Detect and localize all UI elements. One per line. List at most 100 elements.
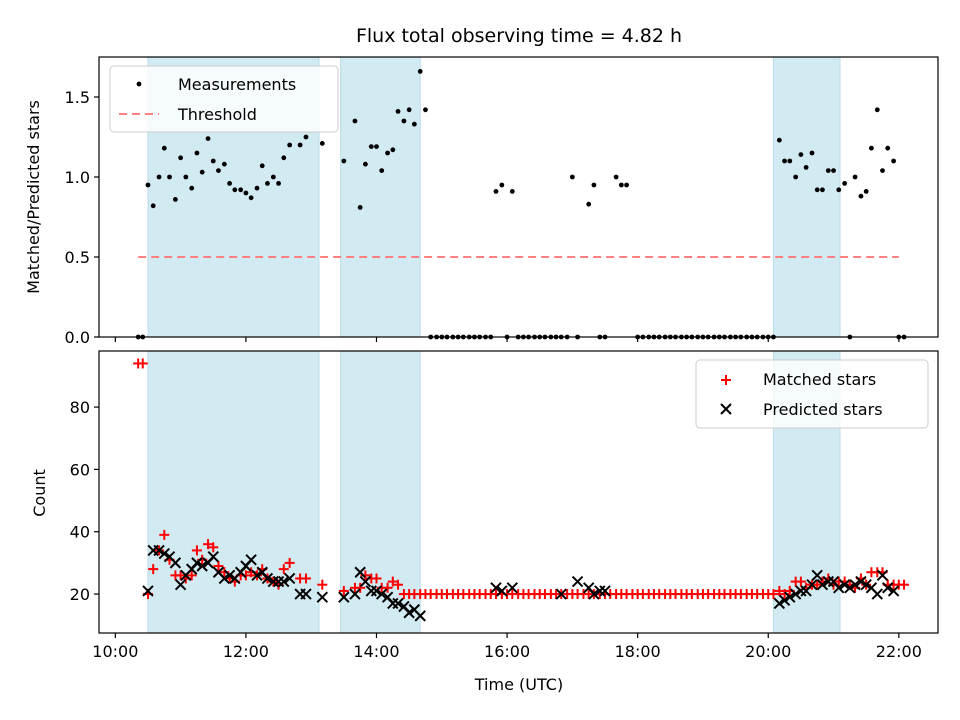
measurement-point-28: [287, 142, 293, 148]
measurement-point-37: [374, 144, 379, 150]
measurement-point-59: [493, 189, 499, 194]
x-tick-label: 10:00: [92, 642, 138, 661]
predicted-star-point-71: [871, 588, 883, 600]
legend-matched-label: Matched stars: [763, 370, 876, 389]
predicted-star-point-23: [267, 575, 280, 588]
measurement-point-118: [831, 168, 836, 174]
measurement-point-117: [825, 168, 831, 174]
matched-star-point-134: [899, 579, 910, 590]
bottom-y-tick-label: 20: [70, 585, 90, 604]
predicted-star-point-61: [816, 578, 829, 591]
measurement-point-36: [368, 144, 374, 150]
predicted-star-point-9: [191, 557, 203, 569]
measurement-point-10: [189, 185, 195, 191]
measurement-point-14: [210, 158, 216, 164]
predicted-star-point-15: [223, 569, 236, 582]
matched-star-point-3: [148, 564, 159, 575]
measurement-point-113: [803, 165, 809, 170]
measurement-point-15: [216, 168, 221, 174]
predicted-star-point-0: [142, 585, 154, 597]
top-legend-box: [109, 65, 339, 133]
predicted-star-point-12: [207, 550, 219, 563]
measurement-point-8: [178, 155, 184, 161]
predicted-star-point-10: [196, 560, 208, 572]
predicted-star-point-14: [218, 572, 231, 585]
top-y-tick-label: 1.5: [65, 88, 90, 107]
predicted-star-point-38: [387, 597, 399, 610]
measurement-point-30: [303, 134, 309, 140]
predicted-star-point-44: [490, 582, 502, 594]
predicted-star-point-6: [174, 578, 187, 591]
matched-star-point-110: [768, 589, 779, 600]
measurement-point-3: [150, 203, 156, 209]
measurement-point-33: [352, 118, 358, 124]
predicted-star-point-62: [822, 575, 835, 588]
predicted-star-point-22: [261, 572, 274, 585]
predicted-star-point-57: [795, 585, 807, 597]
predicted-star-point-26: [283, 572, 296, 585]
matched-star-point-37: [371, 573, 382, 584]
measurement-point-27: [281, 155, 287, 161]
bottom-legend-box: [695, 359, 929, 429]
predicted-star-point-52: [599, 585, 611, 597]
x-tick-label: 16:00: [484, 642, 530, 661]
predicted-star-point-43: [414, 610, 426, 622]
bottom-panel: 10:00 12:00 14:00 16:00 18:00 20:00 22:00 20 40 6…: [30, 350, 939, 661]
predicted-star-point-39: [392, 597, 404, 610]
measurement-point-129: [891, 158, 897, 164]
predicted-star-point-32: [354, 566, 366, 578]
matched-star-point-118: [812, 579, 823, 590]
bottom-y-tick-label: 40: [70, 523, 90, 542]
bottom-legend: Matched stars Predicted stars: [695, 359, 929, 429]
measurement-point-110: [787, 158, 793, 164]
measurement-point-76: [591, 182, 597, 188]
predicted-star-point-46: [506, 582, 519, 594]
predicted-star-point-24: [272, 575, 285, 588]
measurement-point-16: [221, 161, 227, 167]
measurement-point-109: [782, 158, 787, 164]
predicted-star-point-74: [887, 585, 900, 597]
top-y-axis-label: Matched/Predicted stars: [24, 100, 43, 294]
predicted-star-point-56: [789, 588, 802, 600]
x-tick-label: 18:00: [615, 642, 661, 661]
matched-stars-points: [133, 358, 910, 600]
measurement-point-125: [869, 145, 874, 151]
measurement-point-31: [319, 141, 325, 146]
predicted-star-point-53: [773, 597, 786, 610]
top-y-tick-label: 0.5: [65, 248, 90, 267]
predicted-star-point-20: [251, 569, 263, 582]
bottom-frame: [98, 350, 939, 634]
top-legend: Measurements Threshold: [109, 65, 339, 133]
measurement-point-22: [254, 185, 260, 191]
measurement-point-9: [183, 174, 189, 180]
top-y-tick-label: 1.0: [65, 168, 90, 187]
predicted-star-point-48: [571, 575, 584, 588]
predicted-star-point-36: [376, 588, 388, 600]
bottom-y-axis-label: Count: [30, 469, 49, 517]
bottom-y-tick-label: 60: [70, 460, 90, 479]
measurement-point-123: [858, 193, 864, 199]
measurement-point-13: [205, 136, 211, 142]
predicted-star-point-41: [403, 607, 415, 619]
legend-threshold-label: Threshold: [177, 105, 257, 124]
matched-star-point-1: [137, 358, 148, 369]
predicted-star-point-51: [594, 585, 606, 597]
top-y-tick-label: 0.0: [65, 328, 90, 347]
predicted-star-point-2: [153, 544, 165, 557]
legend-predicted-marker: [720, 403, 732, 415]
predicted-star-point-64: [833, 582, 845, 594]
measurement-point-17: [227, 181, 232, 186]
x-tick-label: 14:00: [353, 642, 399, 661]
bottom-axes: 10:00 12:00 14:00 16:00 18:00 20:00 22:00 20 40 6…: [70, 350, 939, 661]
measurement-point-114: [809, 150, 815, 156]
measurement-point-41: [395, 109, 401, 114]
measurement-point-112: [798, 152, 804, 158]
measurement-point-39: [385, 150, 390, 156]
measurement-point-34: [357, 205, 363, 210]
predicted-star-point-31: [349, 588, 361, 600]
predicted-star-point-45: [496, 585, 508, 597]
measurement-point-127: [880, 168, 885, 174]
predicted-star-point-28: [300, 588, 312, 600]
measurement-point-6: [167, 174, 172, 180]
predicted-star-point-65: [838, 578, 851, 591]
